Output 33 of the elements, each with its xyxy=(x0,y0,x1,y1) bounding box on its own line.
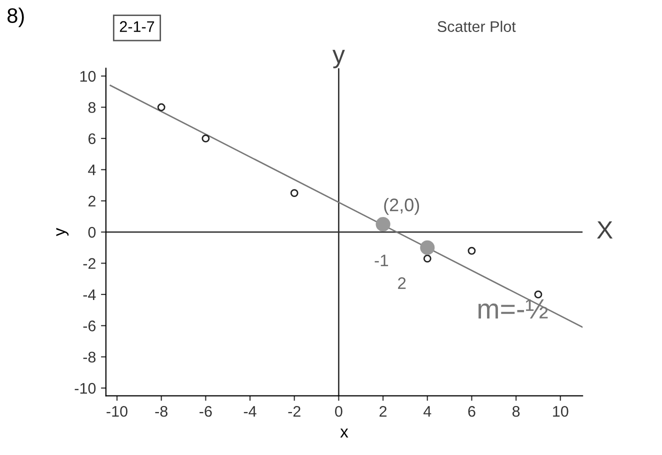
y-tick-label: -8 xyxy=(83,352,96,363)
annotation: (2,0) xyxy=(384,198,420,215)
x-tick-label: 8 xyxy=(512,406,520,417)
x-tick-label: -8 xyxy=(155,406,168,417)
y-tick-label: -6 xyxy=(83,320,96,332)
x-tick-label: 6 xyxy=(468,406,476,417)
y-tick-label: -2 xyxy=(83,258,96,269)
y-axis-title: y xyxy=(56,228,69,236)
x-tick-label: -6 xyxy=(200,406,212,417)
ref-line-label: X xyxy=(597,221,613,239)
annotation: -1 xyxy=(374,254,388,266)
x-tick-label: 2 xyxy=(380,406,387,417)
text: Scatter Plot xyxy=(438,20,516,32)
y-tick-label: -10 xyxy=(74,382,96,394)
x-axis-title: x xyxy=(340,428,348,438)
annotation: m=-½ xyxy=(478,299,548,318)
x-tick-label: -10 xyxy=(106,406,128,417)
annotation: 2 xyxy=(398,277,406,289)
y-tick-label: 0 xyxy=(88,226,96,238)
y-tick-label: 6 xyxy=(88,133,96,144)
ref-line-label: y xyxy=(332,50,345,68)
text: 2-1-7 xyxy=(120,21,154,32)
x-tick-label: -2 xyxy=(288,406,300,417)
y-tick-label: 10 xyxy=(80,70,96,82)
y-tick-label: 2 xyxy=(88,196,96,206)
x-tick-label: 0 xyxy=(335,406,342,417)
x-tick-label: -4 xyxy=(244,406,256,417)
y-tick-label: 8 xyxy=(88,102,96,113)
x-tick-label: 10 xyxy=(553,406,568,417)
y-tick-label: -4 xyxy=(83,289,96,300)
x-tick-label: 4 xyxy=(423,406,432,417)
text: 8) xyxy=(8,8,24,28)
y-tick-label: 4 xyxy=(88,164,96,176)
